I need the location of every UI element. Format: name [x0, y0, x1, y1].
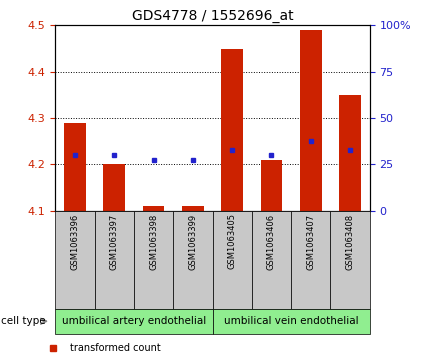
Bar — [64, 123, 86, 211]
Bar — [331, 211, 370, 309]
Bar — [339, 95, 361, 211]
Bar — [212, 211, 252, 309]
Text: transformed count: transformed count — [70, 343, 161, 354]
Bar — [143, 206, 164, 211]
Text: umbilical artery endothelial: umbilical artery endothelial — [62, 316, 206, 326]
Bar — [291, 211, 331, 309]
Bar — [103, 164, 125, 211]
Bar — [182, 206, 204, 211]
Bar — [221, 49, 243, 211]
Bar — [134, 211, 173, 309]
Text: GSM1063408: GSM1063408 — [346, 213, 354, 270]
Bar — [55, 309, 212, 334]
Bar — [261, 160, 282, 211]
Text: GSM1063397: GSM1063397 — [110, 213, 119, 270]
Text: GSM1063405: GSM1063405 — [228, 213, 237, 269]
Bar — [173, 211, 212, 309]
Title: GDS4778 / 1552696_at: GDS4778 / 1552696_at — [132, 9, 293, 23]
Text: umbilical vein endothelial: umbilical vein endothelial — [224, 316, 358, 326]
Bar — [300, 30, 322, 211]
Bar — [55, 211, 94, 309]
Text: GSM1063398: GSM1063398 — [149, 213, 158, 270]
Bar — [94, 211, 134, 309]
Text: GSM1063396: GSM1063396 — [71, 213, 79, 270]
Bar — [212, 309, 370, 334]
Text: GSM1063406: GSM1063406 — [267, 213, 276, 270]
Bar — [252, 211, 291, 309]
Text: GSM1063399: GSM1063399 — [188, 213, 197, 270]
Text: cell type: cell type — [1, 316, 45, 326]
Text: GSM1063407: GSM1063407 — [306, 213, 315, 270]
